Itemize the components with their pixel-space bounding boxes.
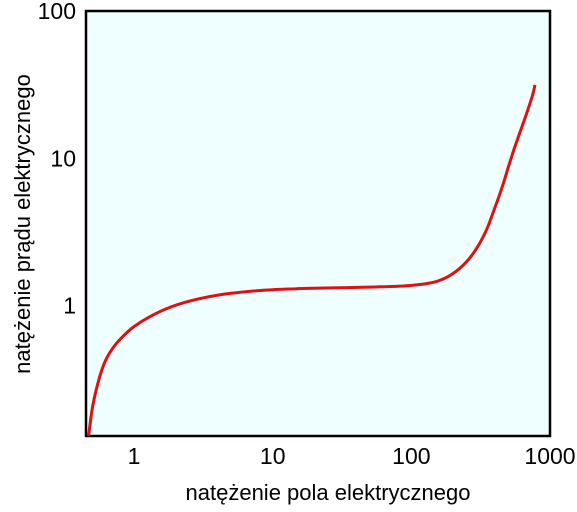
x-tick-label: 100 (392, 443, 430, 469)
y-tick-label: 1 (63, 293, 76, 319)
x-tick-label: 10 (260, 443, 286, 469)
y-tick-label: 10 (50, 145, 76, 171)
series-line (87, 84, 537, 437)
y-ticks: 1 10 100 (38, 0, 76, 319)
x-ticks: 1 10 100 1000 (128, 443, 576, 469)
y-axis-label: natężenie prądu elektrycznego (10, 74, 35, 374)
x-tick-label: 1 (128, 443, 141, 469)
y-tick-label: 100 (38, 0, 76, 24)
x-axis-label: natężenie pola elektrycznego (186, 480, 471, 505)
x-tick-label: 1000 (524, 443, 575, 469)
plot-area (84, 9, 552, 438)
